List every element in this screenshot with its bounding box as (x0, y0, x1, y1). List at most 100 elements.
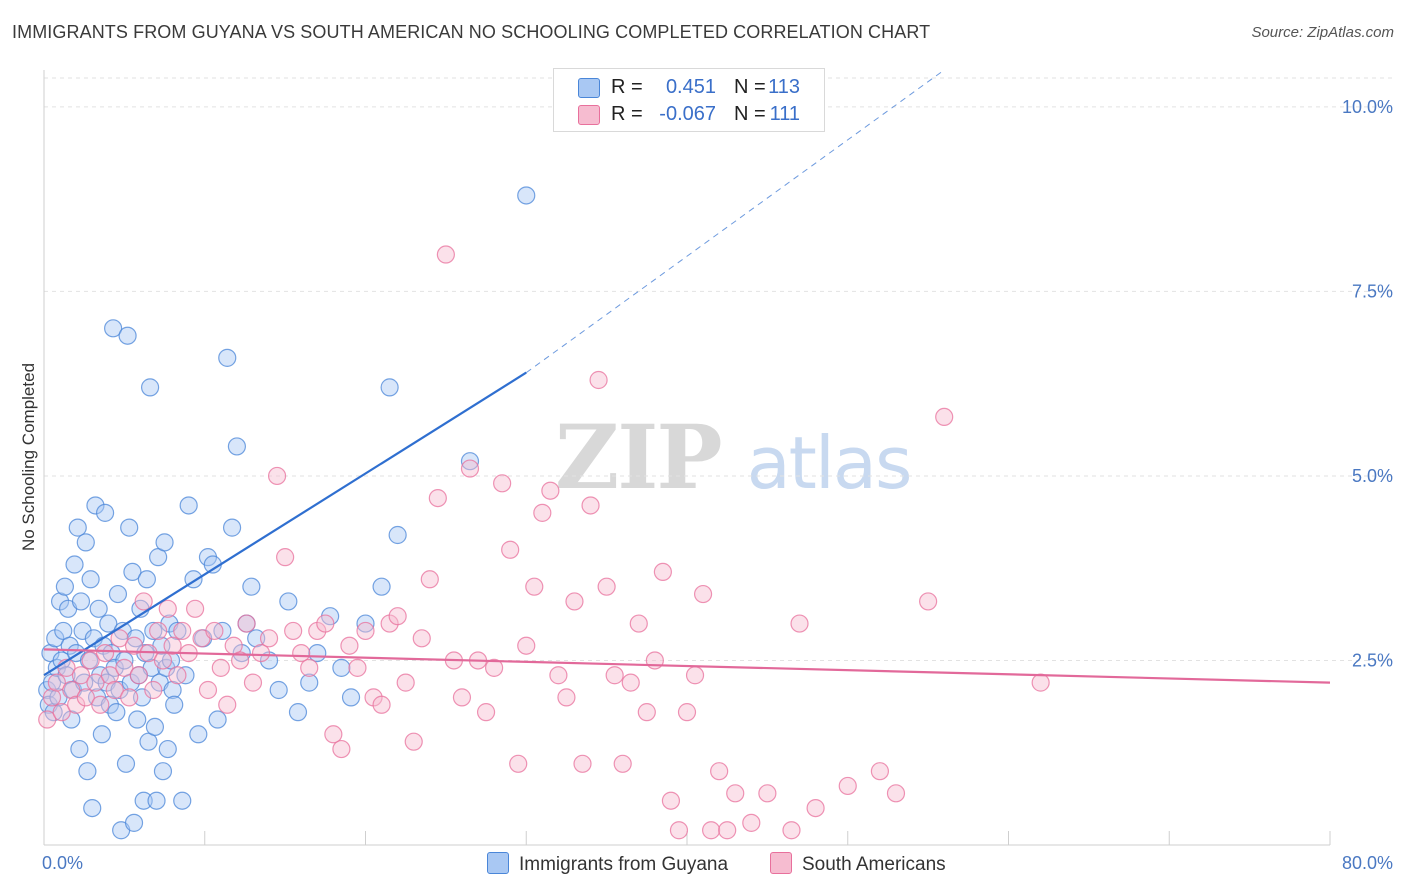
watermark-atlas: atlas (746, 421, 913, 505)
legend-swatch-south-americans (578, 105, 600, 125)
data-point (165, 695, 184, 714)
data-point (173, 621, 192, 641)
data-point (78, 762, 97, 781)
data-point (693, 584, 713, 604)
y-tick-label: 5.0% (1352, 466, 1393, 486)
data-point (92, 725, 111, 744)
watermark: ZIP atlas (555, 405, 913, 509)
data-point (38, 710, 57, 729)
data-point (509, 754, 528, 773)
data-point (134, 791, 153, 810)
data-point (144, 680, 163, 700)
data-point (476, 703, 496, 722)
data-point (332, 739, 351, 759)
data-point (179, 496, 198, 515)
data-point (208, 710, 227, 729)
data-point (621, 673, 640, 692)
legend-r-label: R = (611, 76, 643, 98)
data-point (1031, 673, 1050, 692)
legend-swatch-south-americans (770, 852, 792, 874)
data-point (460, 459, 480, 478)
y-axis-label: No Schooling Completed (19, 363, 38, 551)
data-point (47, 673, 66, 692)
data-point (284, 621, 303, 641)
data-point (123, 562, 142, 582)
data-point (316, 614, 335, 633)
data-point (110, 680, 129, 700)
trend-line-guyana-extension (525, 69, 945, 374)
data-point (100, 666, 120, 685)
data-point (115, 658, 134, 677)
data-point (661, 791, 681, 810)
data-point (452, 688, 472, 707)
data-point (134, 592, 153, 611)
data-point (806, 798, 825, 818)
data-point (163, 636, 182, 655)
data-point (76, 533, 95, 552)
data-point (493, 474, 512, 493)
data-point (83, 798, 102, 818)
data-point (726, 784, 745, 803)
data-point (324, 725, 343, 744)
data-point (501, 540, 520, 559)
data-point (533, 503, 552, 522)
data-point (153, 651, 173, 670)
data-point (300, 673, 319, 692)
data-point (758, 784, 777, 803)
data-point (118, 326, 137, 345)
data-point (86, 673, 105, 692)
data-point (388, 525, 407, 545)
data-point (205, 621, 224, 641)
data-point (886, 784, 906, 803)
data-point (86, 496, 105, 515)
data-point (919, 592, 938, 611)
data-point (372, 577, 391, 596)
legend-label-guyana: Immigrants from Guyana (519, 854, 729, 875)
data-point (710, 762, 729, 781)
data-point (549, 666, 568, 685)
data-point (838, 776, 857, 796)
data-point (242, 577, 261, 596)
data-point (168, 666, 187, 685)
data-point (565, 592, 584, 611)
data-point (597, 577, 616, 596)
data-point (348, 658, 367, 677)
data-point (186, 599, 205, 618)
data-point (340, 636, 359, 655)
data-point (292, 643, 311, 663)
source-label: Source: ZipAtlas.com (1251, 24, 1394, 41)
data-point (110, 629, 129, 648)
data-point (107, 703, 126, 722)
data-point (259, 629, 279, 648)
legend-r-value: -0.067 (659, 103, 716, 125)
data-point (581, 496, 600, 515)
legend-n-label: N = (734, 76, 766, 98)
data-point (428, 488, 447, 508)
x-tick-label: 80.0% (1342, 853, 1393, 873)
data-point (91, 695, 110, 714)
data-point (541, 481, 560, 500)
legend-n-value: 113 (768, 76, 800, 98)
data-point (269, 680, 288, 700)
data-point (288, 703, 308, 722)
data-point (356, 621, 375, 641)
data-point (95, 643, 115, 663)
legend-item-south-americans: South Americans (770, 852, 946, 876)
y-tick-label: 2.5% (1352, 650, 1393, 670)
data-point (124, 636, 144, 655)
data-point (55, 577, 74, 596)
data-point (104, 319, 123, 338)
watermark-zip: ZIP (555, 405, 723, 509)
data-point (158, 599, 177, 618)
data-point (782, 821, 801, 840)
data-point (935, 407, 954, 427)
y-tick-label: 7.5% (1352, 281, 1393, 301)
data-point (120, 688, 139, 707)
data-point (100, 695, 120, 714)
data-point (718, 821, 737, 840)
data-point (247, 629, 266, 648)
legend-swatch-guyana (487, 852, 509, 874)
data-point (218, 348, 237, 367)
data-point (129, 666, 148, 685)
